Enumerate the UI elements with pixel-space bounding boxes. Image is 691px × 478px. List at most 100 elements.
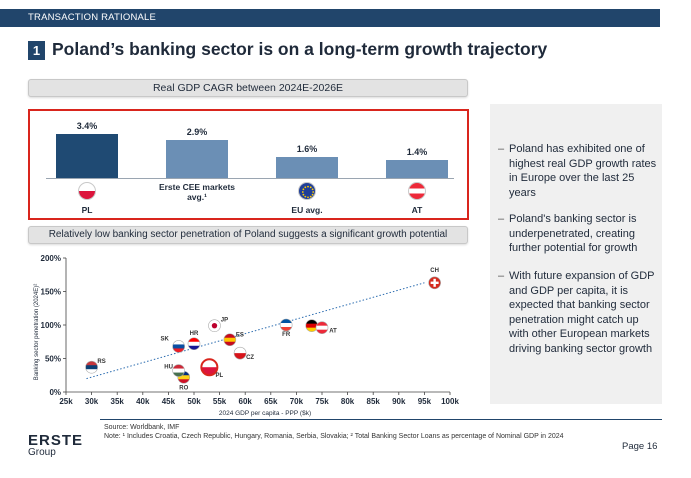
data-point-rs: RS	[85, 359, 106, 374]
point-outline	[172, 364, 185, 377]
footnote: Source: Worldbank, IMF Note: ¹ Includes …	[104, 423, 564, 441]
flag-stripe	[172, 372, 185, 377]
x-tick-label: 25k	[59, 397, 73, 406]
bar-value-pl: 3.4%	[76, 121, 98, 131]
flag-stripe	[234, 347, 247, 354]
point-outline	[315, 321, 329, 334]
data-point-sk: SK	[160, 336, 185, 353]
gdp-bar-chart: 3.4% 2.9% 1.6% 1.4% PL Erste CEE markets…	[28, 109, 469, 220]
flag-stripe	[223, 341, 236, 346]
flag-stripe	[177, 375, 190, 380]
point-label: RO	[179, 385, 188, 391]
takeaway-bullet: – Poland's banking sector is underpenetr…	[498, 212, 658, 256]
x-tick-label: 75k	[315, 397, 329, 406]
scatter-svg: 0% 50% 100% 150% 200% 25k 30k 35k 40k 45k 50k 55k 60…	[34, 254, 459, 417]
point-label: PL	[216, 373, 224, 379]
at-flag-icon	[408, 182, 426, 200]
flag-stripe	[172, 344, 185, 349]
flag-stripe	[85, 361, 98, 366]
bar-label-erste-cee: Erste CEE markets avg.¹	[158, 182, 236, 202]
page-number: Page 16	[622, 441, 658, 452]
data-point-pl: PL	[200, 358, 224, 379]
footer-divider	[100, 419, 662, 420]
x-tick-label: 65k	[264, 397, 278, 406]
flag-stripe	[172, 368, 185, 373]
x-tick-label: 90k	[392, 397, 406, 406]
point-label: FR	[282, 332, 291, 338]
logo-subtext: Group	[28, 447, 56, 458]
flag-stripe	[85, 369, 98, 374]
data-point-at: AT	[315, 321, 337, 335]
x-tick-label: 95k	[418, 397, 432, 406]
data-point-jp: JP	[208, 318, 228, 332]
y-tick-label: 100%	[41, 321, 61, 330]
page-title: Poland’s banking sector is on a long-ter…	[52, 39, 548, 59]
point-label: CH	[430, 268, 439, 274]
x-tick-label: 40k	[136, 397, 150, 406]
flag-stripe	[201, 367, 218, 376]
point-outline	[208, 319, 221, 332]
y-tick-label: 50%	[45, 355, 61, 364]
pl-flag-icon	[78, 182, 96, 200]
point-outline	[233, 346, 247, 360]
x-tick-label: 70k	[290, 397, 304, 406]
bar-value-at: 1.4%	[406, 146, 428, 157]
bar-erste-cee	[166, 140, 228, 178]
data-point-fr: FR	[279, 318, 293, 338]
point-label: CZ	[246, 355, 254, 361]
takeaway-bullet: – Poland has exhibited one of highest re…	[498, 142, 658, 200]
erste-group-logo: ERSTE Group	[28, 432, 83, 458]
bar-pl	[56, 134, 118, 178]
point-label: AT	[329, 329, 337, 335]
x-axis-label: 2024 GDP per capita - PPP ($k)	[219, 410, 311, 417]
flag-stripe	[172, 348, 185, 353]
point-outline	[428, 276, 441, 290]
flag-stripe	[188, 337, 200, 343]
point-label: SK	[160, 336, 169, 342]
data-point-cz: CZ	[233, 346, 254, 361]
slide-number-badge: 1	[28, 41, 45, 60]
point-outline	[172, 340, 185, 353]
point-outline	[279, 318, 293, 332]
flag-disc	[211, 322, 218, 329]
point-outline	[85, 360, 98, 374]
takeaway-text: With future expansion of GDP and GDP per…	[509, 270, 655, 355]
x-tick-label: 30k	[85, 397, 99, 406]
flag-stripe	[223, 337, 236, 343]
flag-stripe	[316, 325, 328, 330]
section-label: TRANSACTION RATIONALE	[28, 12, 157, 23]
key-takeaways-panel: – Poland has exhibited one of highest re…	[490, 104, 662, 404]
bar-value-eu: 1.6%	[296, 144, 318, 155]
bar-label-at: AT	[411, 205, 423, 215]
flag-stripe	[188, 345, 200, 350]
data-point-es: ES	[223, 333, 244, 347]
data-point-hr: HR	[187, 331, 201, 351]
flag-stripe	[188, 341, 200, 347]
y-tick-label: 0%	[49, 388, 61, 397]
bar-eu	[276, 157, 338, 178]
bar-label-eu: EU avg.	[291, 205, 323, 215]
source-text: Source: Worldbank, IMF	[104, 424, 180, 431]
flag-stripe	[234, 353, 247, 360]
x-tick-label: 100k	[441, 397, 459, 406]
bar-value-erste-cee: 2.9%	[186, 127, 208, 138]
x-tick-label: 45k	[162, 397, 176, 406]
flag-stripe	[85, 365, 98, 370]
section-header-bar: TRANSACTION RATIONALE	[0, 9, 660, 27]
x-tick-label: 55k	[213, 397, 227, 406]
x-tick-label: 60k	[239, 397, 253, 406]
flag-stripe	[305, 319, 318, 324]
flag-stripe	[223, 333, 236, 339]
point-outline	[200, 358, 219, 377]
bullet-dash-icon: –	[498, 270, 505, 282]
penetration-scatter-chart: 0% 50% 100% 150% 200% 25k 30k 35k 40k 45k 50k 55k 60…	[28, 250, 468, 420]
flag-stripe	[172, 340, 185, 345]
logo-wordmark: ERSTE	[28, 432, 84, 449]
flag-stripe	[280, 319, 293, 324]
bar-at	[386, 159, 448, 178]
trend-line	[86, 282, 425, 380]
y-axis-label: Banking sector penetration (2024E)²	[34, 284, 40, 380]
point-label: HU	[164, 365, 173, 371]
point-label: HR	[190, 331, 199, 337]
x-tick-label: 85k	[367, 397, 381, 406]
